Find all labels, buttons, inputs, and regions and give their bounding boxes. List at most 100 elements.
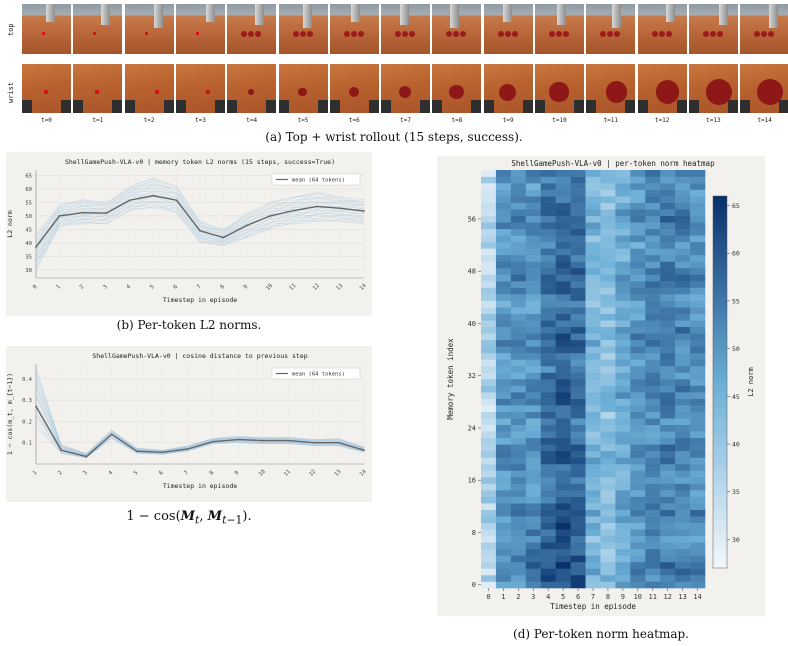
y-tick-label: 35 (25, 254, 32, 260)
heatmap-cell (570, 463, 586, 471)
gripper-left (688, 100, 699, 113)
heatmap-cell (540, 496, 556, 504)
heatmap-cell (481, 222, 497, 230)
heatmap-cell (600, 320, 616, 328)
heatmap-cell (570, 254, 586, 262)
heatmap-cell (660, 281, 676, 288)
heatmap-cell (660, 352, 676, 360)
heatmap-cell (615, 418, 631, 426)
heatmap-cell (645, 222, 661, 230)
heatmap-cell (675, 254, 691, 262)
heatmap-cell (510, 320, 527, 328)
cup (754, 31, 761, 37)
heatmap-cell (510, 267, 527, 275)
heatmap-cell (495, 392, 512, 399)
heatmap-cell (495, 300, 512, 308)
heatmap-cell (570, 483, 586, 491)
x-tick-label: 14 (359, 468, 368, 477)
heatmap-cell (600, 267, 616, 275)
heatmap-cell (615, 326, 631, 334)
heatmap-cell (630, 516, 646, 523)
heatmap-cell (525, 222, 542, 230)
timestep-label: t=1 (92, 117, 104, 124)
top-frame (278, 4, 328, 54)
heatmap-cell (570, 300, 586, 308)
gripper-right (676, 100, 687, 113)
colorbar (712, 195, 728, 569)
heatmap-cell (600, 411, 616, 419)
x-tick-label: 1 (501, 593, 505, 601)
heatmap-cell (555, 424, 571, 432)
heatmap-cell (540, 444, 556, 452)
heatmap-cell (570, 574, 586, 582)
heatmap-cell (675, 444, 691, 452)
heatmap-cell (555, 189, 571, 197)
heatmap-cell (690, 235, 706, 243)
heatmap-cell (645, 261, 661, 269)
heatmap-cell (555, 457, 571, 465)
robot-arm (557, 4, 567, 25)
heatmap-cell (675, 457, 691, 465)
heatmap-cell (600, 431, 616, 439)
heatmap-cell (481, 542, 497, 550)
heatmap-cell (615, 516, 631, 523)
heatmap-cell (615, 287, 631, 295)
heatmap-cell (585, 359, 601, 367)
heatmap-cell (585, 372, 601, 380)
heatmap-cell (690, 457, 706, 465)
heatmap-cell (675, 476, 691, 484)
heatmap-cell (660, 261, 676, 269)
heatmap-cell (525, 398, 542, 406)
heatmap-cell (645, 339, 661, 347)
heatmap-cell (481, 189, 497, 197)
heatmap-cell (540, 463, 556, 471)
heatmap-cell (615, 228, 631, 236)
heatmap-cell (525, 476, 542, 484)
heatmap-cell (510, 379, 527, 386)
heatmap-cell (615, 281, 631, 288)
heatmap-cell (675, 333, 691, 341)
heatmap-cell (660, 516, 676, 523)
heatmap-cell (600, 392, 616, 399)
token-line (35, 201, 365, 264)
row-label-top: top (7, 23, 15, 36)
heatmap-cell (555, 516, 571, 523)
heatmap-cell (540, 535, 556, 543)
heatmap-cell (630, 411, 646, 419)
heatmap-cell (615, 196, 631, 203)
mean-point (211, 440, 214, 443)
y-tick-label: 60 (25, 187, 32, 193)
wrist-camera-row (22, 64, 788, 113)
heatmap-cell (615, 542, 631, 550)
heatmap-cell (645, 561, 661, 569)
colorbar-label: L2 norm (747, 367, 755, 397)
heatmap-cell (615, 398, 631, 406)
heatmap-cell (540, 411, 556, 419)
heatmap-cell (570, 496, 586, 504)
heatmap-cell (600, 274, 616, 282)
heatmap-cell (675, 300, 691, 308)
heatmap-cell (570, 346, 586, 354)
heatmap-cell (615, 411, 631, 419)
heatmap-cell (525, 457, 542, 465)
heatmap-cell (675, 352, 691, 360)
colorbar-tick-label: 55 (732, 297, 740, 305)
x-tick-label: 9 (243, 284, 250, 291)
heatmap-cell (630, 548, 646, 556)
heatmap-cell (555, 281, 571, 288)
heatmap-cell (615, 437, 631, 445)
heatmap-cell (615, 581, 631, 589)
heatmap-cell (495, 274, 512, 282)
heatmap-cell (510, 529, 527, 537)
heatmap-cell (495, 424, 512, 432)
heatmap-cell (540, 183, 556, 190)
heatmap-cell (510, 561, 527, 569)
x-tick-label: 7 (183, 470, 190, 477)
heatmap-cell (555, 346, 571, 354)
top-frame (432, 4, 482, 54)
heatmap-cell (645, 326, 661, 334)
heatmap-cell (600, 535, 616, 543)
timestep-label: t=13 (706, 117, 721, 124)
heatmap-cell (600, 463, 616, 471)
heatmap-cell (481, 522, 497, 530)
